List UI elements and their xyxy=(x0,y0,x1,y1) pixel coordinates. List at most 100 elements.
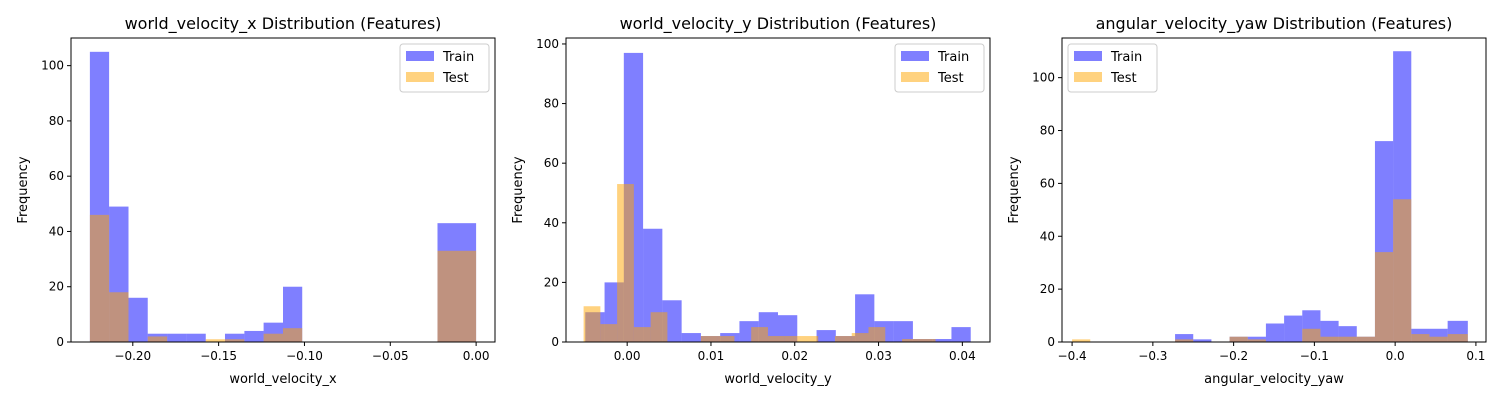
histogram-bar-train xyxy=(244,330,264,342)
histogram-bar-test xyxy=(1393,199,1412,342)
histogram-bar-test xyxy=(89,214,110,342)
y-tick-label: 100 xyxy=(1032,71,1055,85)
chart-title: world_velocity_y Distribution (Features) xyxy=(620,14,937,34)
histogram-bar-test xyxy=(583,306,601,342)
legend-swatch-test xyxy=(901,72,929,82)
histogram-bar-test xyxy=(834,336,852,342)
y-tick-label: 60 xyxy=(544,156,559,170)
legend-label-train: Train xyxy=(937,50,969,65)
histogram-bar-train xyxy=(1247,336,1266,342)
histogram-bar-train xyxy=(932,339,952,342)
histogram-bar-train xyxy=(1284,315,1303,342)
x-tick-label: −0.1 xyxy=(1300,349,1329,363)
histogram-bar-test xyxy=(751,327,768,342)
histogram-bar-test xyxy=(633,327,651,342)
y-axis-label: Frequency xyxy=(511,156,526,223)
y-tick-label: 100 xyxy=(41,59,64,73)
histogram-bar-test xyxy=(868,327,886,342)
legend-label-train: Train xyxy=(442,50,474,65)
histogram-bar-train xyxy=(1175,334,1194,342)
x-tick-label: 0.04 xyxy=(949,349,976,363)
legend-swatch-train xyxy=(1074,51,1102,61)
histogram-bar-test xyxy=(224,339,245,342)
histogram-bar-test xyxy=(784,336,802,342)
y-tick-label: 0 xyxy=(551,335,559,349)
histogram-bar-test xyxy=(801,336,819,342)
histogram-bar-test xyxy=(918,339,936,342)
legend-swatch-train xyxy=(901,51,929,61)
histogram-bar-test xyxy=(1338,336,1357,342)
histogram-bar-test xyxy=(1411,334,1430,342)
legend-label-test: Test xyxy=(1110,71,1137,86)
chart-title: world_velocity_x Distribution (Features) xyxy=(125,14,442,34)
x-tick-label: 0.00 xyxy=(614,349,641,363)
y-tick-label: 0 xyxy=(1047,335,1055,349)
legend: Train Test xyxy=(1067,43,1158,93)
x-tick-label: 0.00 xyxy=(463,349,490,363)
legend-swatch-test xyxy=(406,72,434,82)
y-axis-label: Frequency xyxy=(1007,156,1022,223)
y-tick-label: 60 xyxy=(1040,176,1055,190)
legend-swatch-test xyxy=(1074,72,1102,82)
plot-frame xyxy=(70,37,496,343)
x-tick-label: −0.10 xyxy=(286,349,323,363)
legend-swatch-train xyxy=(406,51,434,61)
x-tick-label: 0.0 xyxy=(1386,349,1405,363)
histogram-bar-test xyxy=(617,184,634,342)
histogram-bar-test xyxy=(1302,328,1321,342)
histogram-bar-test xyxy=(717,336,735,342)
histogram-bar-train xyxy=(778,315,798,342)
y-tick-label: 0 xyxy=(56,335,64,349)
y-tick-label: 80 xyxy=(544,97,559,111)
y-tick-label: 40 xyxy=(49,224,64,238)
histogram-bar-train xyxy=(1265,323,1285,342)
x-tick-label: 0.03 xyxy=(865,349,892,363)
histogram-bar-train xyxy=(816,330,836,342)
histogram-bar-test xyxy=(1429,336,1448,342)
y-tick-label: 100 xyxy=(536,37,559,51)
histogram-bar-test xyxy=(1072,339,1091,342)
x-axis-label: world_velocity_y xyxy=(724,372,832,387)
histogram-bar-test xyxy=(767,336,785,342)
histogram-bar-test xyxy=(205,339,225,342)
y-tick-label: 80 xyxy=(1040,124,1055,138)
y-tick-label: 40 xyxy=(544,216,559,230)
y-tick-label: 20 xyxy=(49,280,64,294)
chart-panel: −0.20 −0.15 −0.10 −0.05 0.00 0 20 40 60 80 100 worl… xyxy=(16,14,496,387)
histogram-bar-train xyxy=(224,333,245,342)
legend-label-train: Train xyxy=(1110,50,1142,65)
x-tick-label: 0.02 xyxy=(781,349,808,363)
histogram-bar-train xyxy=(681,333,701,342)
histogram-bar-test xyxy=(902,339,919,342)
chart-panel: 0.00 0.01 0.02 0.03 0.04 0 20 40 60 80 100 world_ve… xyxy=(511,14,991,387)
histogram-bar-test xyxy=(1374,252,1394,342)
histogram-bar-test xyxy=(1320,336,1339,342)
histogram-bar-train xyxy=(951,327,971,342)
x-tick-label: 0.1 xyxy=(1466,349,1485,363)
y-tick-label: 20 xyxy=(544,275,559,289)
plot-frame xyxy=(565,37,991,343)
x-tick-label: −0.15 xyxy=(200,349,237,363)
x-tick-label: −0.3 xyxy=(1138,349,1167,363)
histogram-bar-test xyxy=(1356,336,1375,342)
legend-label-test: Test xyxy=(937,71,964,86)
y-tick-label: 40 xyxy=(1040,229,1055,243)
histogram-bar-train xyxy=(1193,339,1212,342)
histogram-bar-test xyxy=(283,328,303,342)
y-axis-label: Frequency xyxy=(16,156,31,223)
x-tick-label: 0.01 xyxy=(698,349,725,363)
x-tick-label: −0.20 xyxy=(114,349,151,363)
histogram-bar-test xyxy=(700,336,718,342)
x-tick-label: −0.2 xyxy=(1219,349,1248,363)
histogram-bar-test xyxy=(263,333,283,342)
histogram-bar-test xyxy=(437,250,477,342)
histogram-bar-train xyxy=(893,321,913,342)
histogram-bar-test xyxy=(851,333,869,342)
y-tick-label: 80 xyxy=(49,114,64,128)
histogram-bar-test xyxy=(1447,334,1468,342)
histogram-bar-test xyxy=(147,336,168,342)
histogram-bar-test xyxy=(650,312,668,342)
histogram-bar-test xyxy=(1229,336,1248,342)
histogram-bar-test xyxy=(600,324,618,342)
